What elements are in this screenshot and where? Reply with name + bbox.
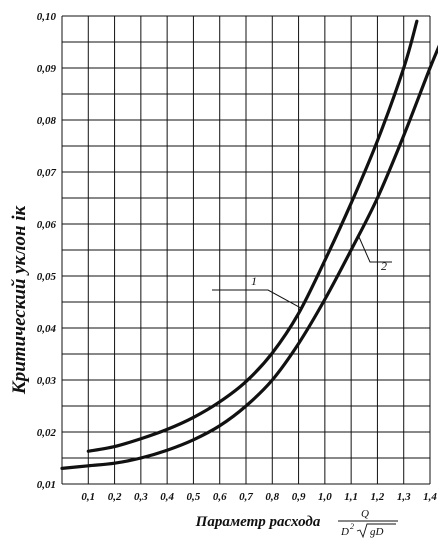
y-tick-label: 0,07 [37,167,57,179]
x-tick-label: 0,5 [187,491,201,503]
y-tick-label: 0,04 [37,323,57,335]
curve-2-label: 2 [381,259,387,273]
y-tick-labels: 0,01 0,02 0,03 0,04 0,05 0,06 0,07 0,08 0,09 0,10 [37,11,57,491]
curve-2-leader [358,236,392,263]
y-tick-label: 0,03 [37,375,57,387]
y-tick-label: 0,08 [37,115,57,127]
curve-1-leader [212,289,302,309]
y-tick-label: 0,01 [37,479,56,491]
x-tick-label: 1,3 [397,491,411,503]
formula-numerator: Q [361,508,369,520]
y-tick-label: 0,10 [37,11,57,23]
formula-denominator-d: D [340,526,349,538]
y-tick-label: 0,09 [37,63,57,75]
chart-grid [61,15,431,485]
curve-1 [86,19,419,453]
x-tick-label: 1,4 [423,491,437,503]
x-tick-label: 0,3 [134,491,148,503]
formula-radicand: gD [370,526,384,538]
y-axis-label: Критический уклон iк [9,204,30,395]
x-tick-label: 0,7 [239,491,253,503]
y-tick-label: 0,06 [37,219,57,231]
x-tick-labels: 0,1 0,2 0,3 0,4 0,5 0,6 0,7 0,8 0,9 1,0 1,1 1,2 1,3 1… [81,491,437,503]
x-tick-label: 0,9 [292,491,306,503]
x-tick-label: 1,0 [318,491,332,503]
curve-1-label: 1 [251,274,257,288]
x-tick-label: 0,6 [213,491,227,503]
x-tick-label: 0,4 [160,491,174,503]
x-tick-label: 1,2 [371,491,385,503]
chart-curves [60,19,438,470]
x-axis-formula: Q D 2 gD [338,508,398,539]
curve-2 [60,44,438,470]
x-axis-label: Параметр расхода [195,514,321,530]
formula-sqrt-sign [356,523,396,539]
x-tick-label: 0,2 [108,491,122,503]
y-tick-label: 0,05 [37,271,57,283]
y-tick-label: 0,02 [37,427,57,439]
x-tick-label: 0,8 [265,491,279,503]
formula-exponent: 2 [350,522,354,531]
curve-label-leaders: 12 [212,236,392,309]
x-tick-label: 1,1 [344,491,358,503]
x-tick-label: 0,1 [81,491,95,503]
